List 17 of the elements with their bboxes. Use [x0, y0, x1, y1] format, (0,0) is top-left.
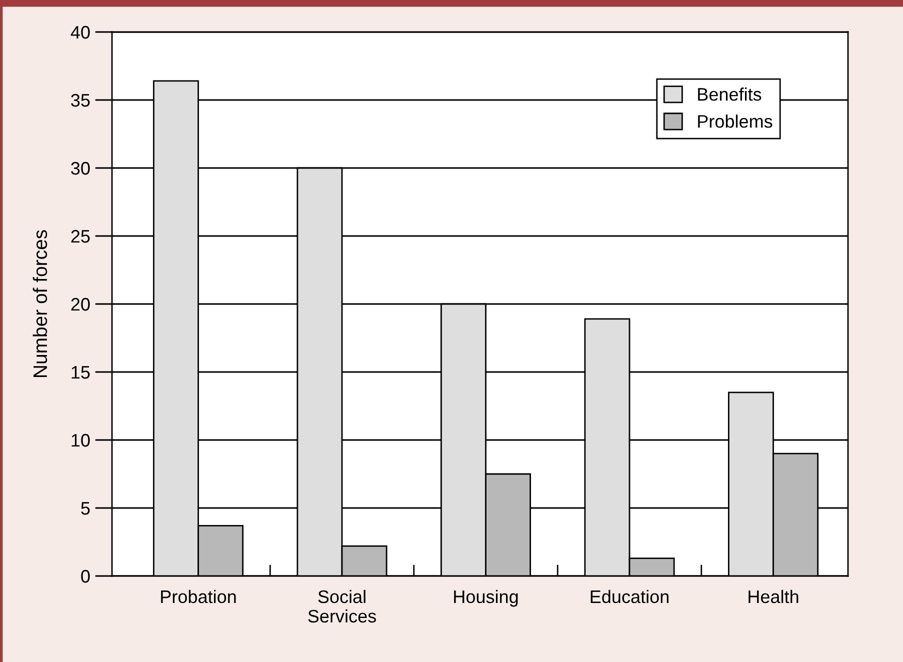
- y-tick-label: 25: [71, 230, 90, 243]
- y-tick-label: 0: [81, 570, 90, 583]
- y-tick-label: 20: [71, 298, 90, 311]
- y-tick-label: 35: [71, 94, 90, 107]
- y-tick-label: 40: [70, 26, 90, 39]
- y-tick-label: 5: [81, 502, 90, 515]
- x-tick-label: Housing: [454, 590, 518, 607]
- y-axis-title: Number of forces: [32, 230, 48, 377]
- y-tick-label: 15: [72, 366, 90, 379]
- y-tick-label: 10: [72, 434, 90, 447]
- x-tick-label: Education: [590, 590, 668, 604]
- x-tick-label: Probation: [161, 590, 236, 604]
- y-tick-label: 30: [71, 162, 90, 175]
- legend-label: Benefits: [698, 88, 762, 101]
- x-tick-label: Social Services: [308, 590, 376, 623]
- x-tick-label: Health: [748, 590, 798, 604]
- legend-label: Problems: [698, 114, 772, 128]
